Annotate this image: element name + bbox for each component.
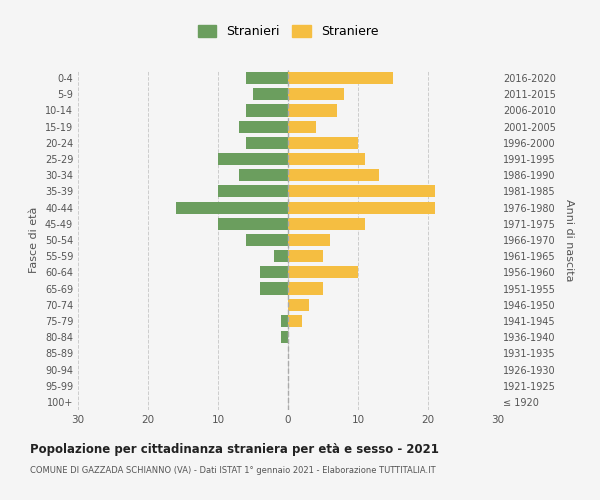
Y-axis label: Fasce di età: Fasce di età (29, 207, 39, 273)
Bar (253, 88, 288, 101)
Bar (288, 153, 365, 165)
Bar (288, 266, 358, 278)
Bar (288, 186, 435, 198)
Bar (288, 282, 323, 294)
Text: COMUNE DI GAZZADA SCHIANNO (VA) - Dati ISTAT 1° gennaio 2021 - Elaborazione TUTT: COMUNE DI GAZZADA SCHIANNO (VA) - Dati I… (30, 466, 436, 475)
Bar (246, 137, 288, 149)
Bar (239, 169, 288, 181)
Bar (239, 120, 288, 132)
Bar (288, 169, 379, 181)
Bar (260, 266, 288, 278)
Bar (218, 186, 288, 198)
Bar (288, 315, 302, 327)
Bar (218, 153, 288, 165)
Bar (274, 250, 288, 262)
Bar (176, 202, 288, 213)
Bar (281, 315, 288, 327)
Bar (260, 282, 288, 294)
Y-axis label: Anni di nascita: Anni di nascita (564, 198, 574, 281)
Bar (288, 218, 365, 230)
Bar (246, 234, 288, 246)
Bar (246, 104, 288, 117)
Bar (288, 250, 323, 262)
Bar (288, 88, 344, 101)
Bar (281, 331, 288, 343)
Bar (288, 104, 337, 117)
Bar (288, 120, 316, 132)
Bar (288, 202, 435, 213)
Legend: Stranieri, Straniere: Stranieri, Straniere (197, 25, 379, 38)
Bar (218, 218, 288, 230)
Bar (288, 137, 358, 149)
Text: Popolazione per cittadinanza straniera per età e sesso - 2021: Popolazione per cittadinanza straniera p… (30, 442, 439, 456)
Bar (246, 72, 288, 84)
Bar (288, 72, 393, 84)
Bar (288, 234, 330, 246)
Bar (288, 298, 309, 311)
